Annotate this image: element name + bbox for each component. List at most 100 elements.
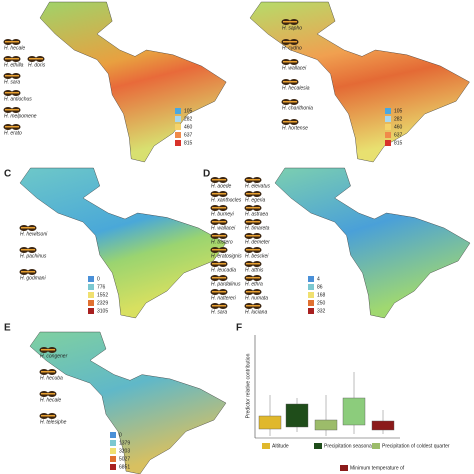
butterfly-band [246, 179, 260, 181]
legend-label: 86 [317, 284, 323, 290]
butterfly-band [41, 371, 55, 373]
species-label: H. timareta [245, 225, 270, 231]
legend-label: 460 [184, 124, 193, 130]
species-label: H. eratosignis [211, 253, 242, 259]
species-label: H. congener [40, 353, 68, 359]
boxplot: Predictor relative contribution Altitude… [245, 335, 450, 471]
map [274, 167, 471, 319]
species-label: H. doris [28, 62, 46, 68]
legend-label: Precipitation seasonality [324, 443, 378, 449]
maps: H. hecale H. ethilla H. doris H. sara H. ant… [3, 1, 471, 474]
species-label: H. demeter [245, 239, 270, 245]
species-label: H. besckei [245, 253, 269, 259]
legend-label: 332 [317, 308, 326, 314]
legend-swatch [110, 432, 116, 438]
legend-label: Precipitation of coldest quarter [382, 443, 450, 449]
legend-label: 105 [394, 108, 403, 114]
species-label: H. burneyi [211, 211, 235, 217]
species-label: H. godmani [20, 275, 46, 281]
butterfly-band [283, 121, 297, 123]
legend-swatch [88, 300, 94, 306]
species-label: H. melpomene [4, 113, 37, 119]
butterfly-band [246, 263, 260, 265]
butterfly-band [212, 207, 226, 209]
legend-swatch [175, 140, 181, 146]
legend-label: 4 [317, 276, 320, 282]
butterfly-band [212, 179, 226, 181]
legend-label: 637 [394, 132, 403, 138]
legend-swatch [308, 284, 314, 290]
legend-label: 0 [119, 432, 122, 438]
legend-swatch [308, 276, 314, 282]
legend-label: Minimum temperature of [350, 465, 405, 471]
box [371, 420, 395, 431]
legend-label: 5027 [119, 456, 130, 462]
legend-swatch [385, 132, 391, 138]
species-label: H. leucadia [211, 267, 236, 273]
legend-label: 282 [184, 116, 193, 122]
species-label: H. charithonia [282, 105, 313, 111]
butterfly-band [283, 61, 297, 63]
legend-swatch [385, 108, 391, 114]
species-label: H. pachinus [20, 253, 47, 259]
species-label: H. wallacei [282, 65, 307, 71]
legend-swatch [175, 116, 181, 122]
legend-label: 2329 [97, 300, 108, 306]
legend-label: 168 [317, 292, 326, 298]
species-label: H. telesiphe [40, 419, 67, 425]
species-label: H. ethra [245, 281, 263, 287]
butterfly-band [41, 349, 55, 351]
species-label: H. aoede [211, 183, 232, 189]
species-label: H. astraea [245, 211, 268, 217]
box [314, 419, 338, 431]
butterfly-band [246, 207, 260, 209]
species-label: H. hecalesia [282, 85, 310, 91]
butterfly-band [246, 305, 260, 307]
legend-swatch [175, 132, 181, 138]
legend: Altitude Precipitation seasonality Precipi… [262, 443, 450, 471]
species-label: H. hecuba [40, 375, 63, 381]
map [19, 167, 227, 319]
butterfly-band [212, 277, 226, 279]
species-label: H. hewitsoni [20, 231, 48, 237]
map [39, 1, 227, 163]
butterfly-band [246, 193, 260, 195]
panel-letter: E [4, 323, 11, 334]
legend-label: 105 [184, 108, 193, 114]
species-label: H. cydno [282, 45, 302, 51]
panel-letter: C [4, 169, 11, 180]
species-label: H. numata [245, 295, 268, 301]
legend-swatch [175, 124, 181, 130]
legend-swatch [110, 448, 116, 454]
species-label: H. luciana [245, 309, 267, 315]
butterfly-band [212, 305, 226, 307]
legend-swatch [88, 292, 94, 298]
butterfly-band [5, 109, 19, 111]
box [342, 397, 366, 426]
butterfly-band [21, 249, 35, 251]
legend-label: 637 [184, 132, 193, 138]
legend-swatch [110, 440, 116, 446]
butterfly-band [41, 415, 55, 417]
box [285, 403, 309, 428]
legend-label: 3203 [119, 448, 130, 454]
legend-label: 6851 [119, 464, 130, 470]
butterfly-band [283, 41, 297, 43]
butterfly-band [29, 58, 43, 60]
legend-swatch [308, 292, 314, 298]
butterfly-band [246, 249, 260, 251]
legend-swatch [88, 308, 94, 314]
butterfly-band [212, 263, 226, 265]
butterfly-band [212, 193, 226, 195]
y-label: Predictor relative contribution [245, 353, 251, 418]
species-label: H. atthis [245, 267, 264, 273]
butterfly-band [283, 81, 297, 83]
map [29, 331, 227, 474]
species-label: H. tristero [211, 239, 233, 245]
legend-swatch [385, 116, 391, 122]
species-label: H. egeria [245, 197, 266, 203]
butterfly-band [283, 21, 297, 23]
species-label: H. sara [4, 79, 20, 85]
legend-swatch [372, 443, 380, 449]
